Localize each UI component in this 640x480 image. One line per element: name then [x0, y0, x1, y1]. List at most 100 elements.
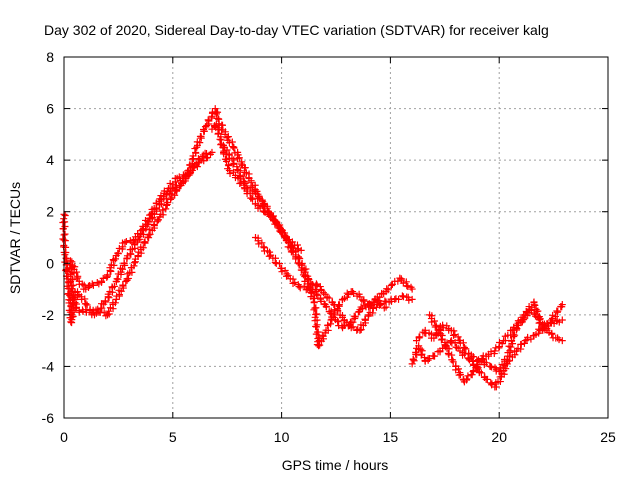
y-tick-label: 4: [46, 152, 54, 168]
data-point: [68, 319, 76, 327]
data-point: [462, 345, 470, 353]
data-point: [319, 289, 327, 297]
data-point: [110, 282, 118, 290]
data-point: [488, 380, 496, 388]
data-point: [162, 205, 170, 213]
data-point: [483, 375, 491, 383]
data-point: [447, 338, 455, 346]
data-point: [306, 284, 314, 292]
data-point: [192, 149, 200, 157]
data-point: [229, 143, 237, 151]
data-point: [121, 239, 129, 247]
y-tick-label: 6: [46, 101, 54, 117]
data-point: [312, 280, 320, 288]
data-point: [67, 318, 75, 326]
data-point: [409, 355, 417, 363]
chart-title: Day 302 of 2020, Sidereal Day-to-day VTE…: [44, 22, 549, 38]
data-point: [236, 171, 244, 179]
data-point: [455, 365, 463, 373]
data-point: [315, 342, 323, 350]
data-point: [88, 280, 96, 288]
data-point: [322, 303, 330, 311]
data-point: [554, 307, 562, 315]
data-point: [163, 188, 171, 196]
data-point: [334, 317, 342, 325]
data-point: [69, 287, 77, 295]
data-point: [191, 161, 199, 169]
x-tick-label: 5: [169, 429, 177, 445]
data-point: [225, 166, 233, 174]
data-point: [292, 255, 300, 263]
data-point: [536, 318, 544, 326]
data-point: [258, 196, 266, 204]
data-point: [351, 313, 359, 321]
data-point: [197, 132, 205, 140]
data-point: [295, 260, 303, 268]
data-point: [112, 255, 120, 263]
data-point: [268, 212, 276, 220]
data-point: [302, 265, 310, 273]
data-point: [215, 126, 223, 134]
data-point: [408, 285, 416, 293]
data-point: [243, 182, 251, 190]
data-point: [350, 312, 358, 320]
data-point: [171, 191, 179, 199]
data-point: [225, 139, 233, 147]
data-point: [548, 329, 556, 337]
x-axis-label: GPS time / hours: [282, 457, 389, 473]
x-tick-label: 15: [383, 429, 399, 445]
data-point: [92, 309, 100, 317]
data-point: [445, 345, 453, 353]
data-point: [463, 376, 471, 384]
data-point: [417, 345, 425, 353]
data-point: [313, 281, 321, 289]
data-point: [61, 251, 69, 259]
data-point: [558, 337, 566, 345]
data-point: [289, 279, 297, 287]
data-point: [105, 294, 113, 302]
data-point: [101, 297, 109, 305]
data-point: [383, 285, 391, 293]
data-point: [61, 237, 69, 245]
data-point: [220, 147, 228, 155]
data-point: [214, 108, 222, 116]
data-point: [150, 222, 158, 230]
data-point: [254, 195, 262, 203]
data-point: [59, 225, 67, 233]
data-point: [255, 240, 263, 248]
data-point: [211, 105, 219, 113]
x-tick-label: 20: [491, 429, 507, 445]
data-point: [312, 330, 320, 338]
data-point: [502, 365, 510, 373]
data-point: [425, 354, 433, 362]
y-tick-label: 2: [46, 204, 54, 220]
data-point: [70, 292, 78, 300]
data-point: [558, 316, 566, 324]
data-point: [228, 154, 236, 162]
data-point: [507, 343, 515, 351]
data-point: [530, 301, 538, 309]
data-point: [327, 316, 335, 324]
data-point: [454, 333, 462, 341]
x-tick-label: 25: [600, 429, 616, 445]
data-point: [146, 211, 154, 219]
data-point: [103, 271, 111, 279]
data-point: [346, 320, 354, 328]
data-point: [273, 219, 281, 227]
data-point: [291, 278, 299, 286]
data-point: [547, 316, 555, 324]
data-point: [470, 367, 478, 375]
data-point: [312, 323, 320, 331]
data-point: [375, 301, 383, 309]
data-point: [67, 277, 75, 285]
data-point: [182, 172, 190, 180]
data-point: [184, 167, 192, 175]
data-point: [61, 230, 69, 238]
data-point: [175, 182, 183, 190]
data-point: [265, 209, 273, 217]
data-point: [408, 295, 416, 303]
data-point: [507, 337, 515, 345]
data-point: [113, 275, 121, 283]
data-point: [195, 156, 203, 164]
data-point: [283, 272, 291, 280]
